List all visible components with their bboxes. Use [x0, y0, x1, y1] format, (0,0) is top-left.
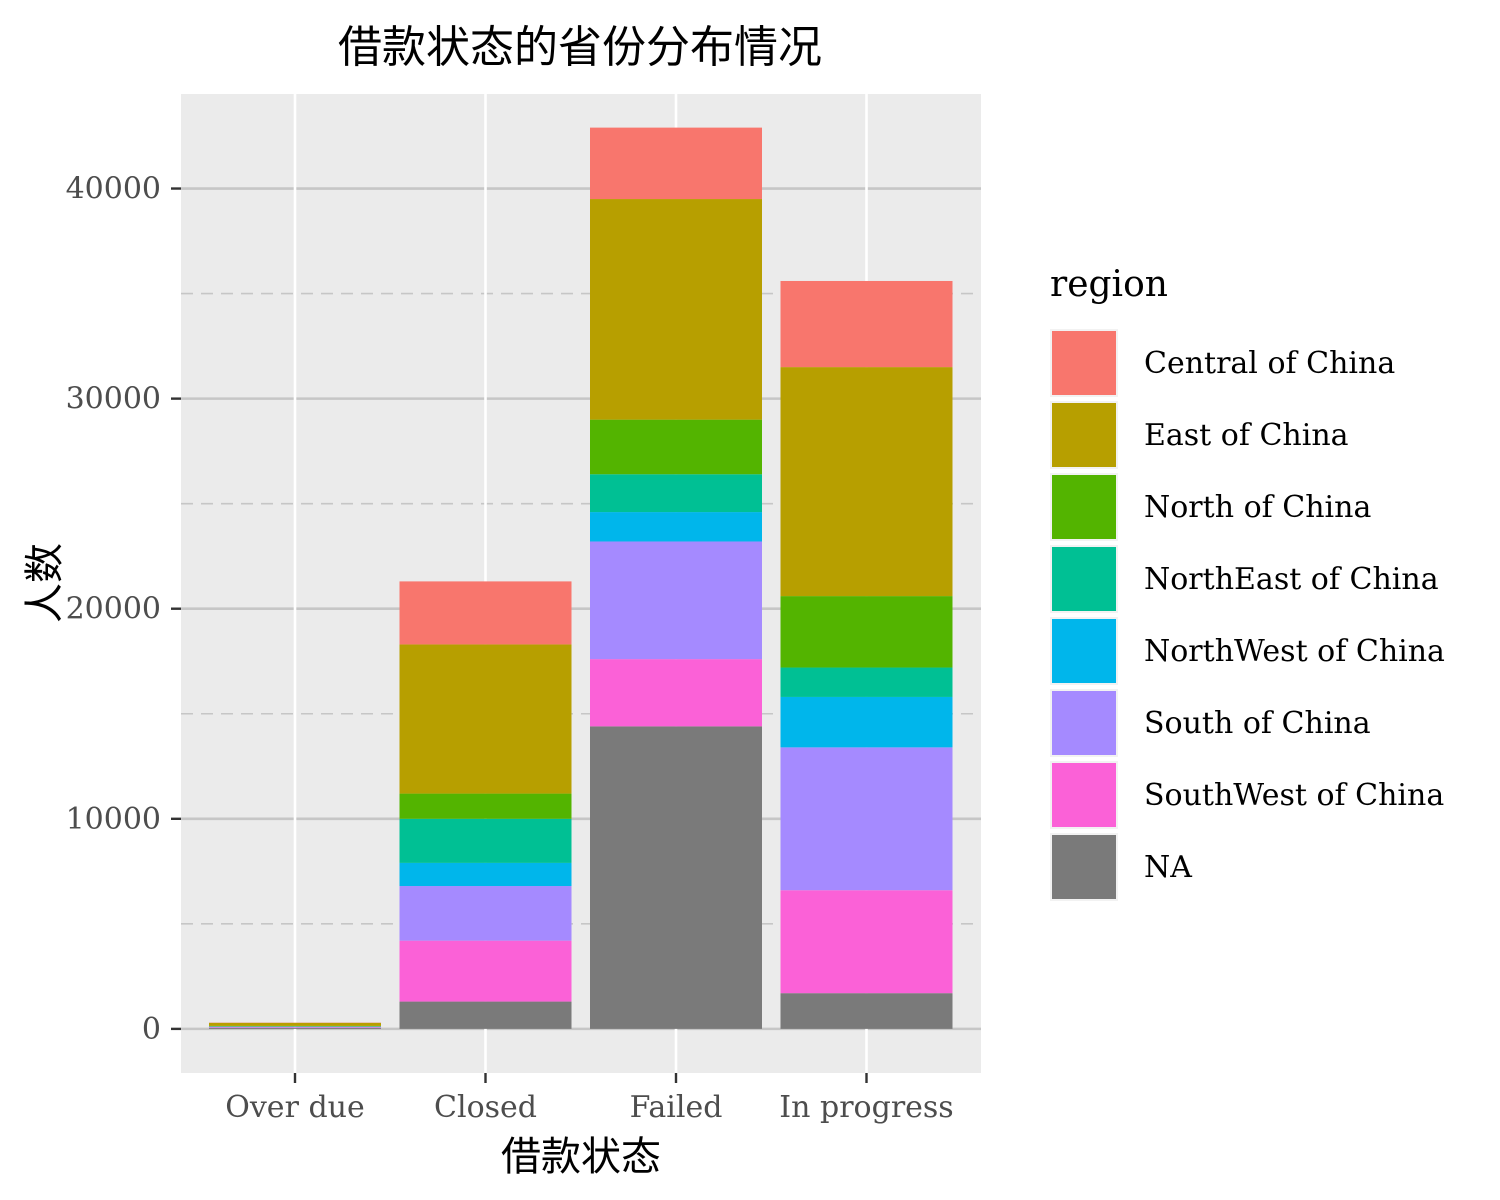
legend-label: NorthWest of China	[1144, 634, 1445, 669]
legend-label: NorthEast of China	[1144, 562, 1439, 597]
y-axis-title: 人数	[22, 543, 68, 623]
legend-items: Central of China East of China North of Ch…	[1050, 329, 1445, 901]
bar-segment	[399, 644, 572, 794]
bar-segment	[590, 199, 762, 420]
bar-segment	[399, 886, 572, 941]
y-tick-label: 10000	[66, 802, 161, 837]
x-axis: Over due Closed Failed In progress	[225, 1073, 954, 1125]
legend-title: region	[1050, 264, 1168, 305]
legend-label: North of China	[1144, 490, 1371, 525]
legend: region Central of China East of China Nort…	[1050, 264, 1445, 901]
legend-swatch	[1052, 547, 1116, 611]
y-tick-label: 30000	[66, 382, 161, 417]
x-tick-label: In progress	[779, 1090, 953, 1125]
chart-title: 借款状态的省份分布情况	[338, 22, 822, 73]
legend-label: South of China	[1144, 706, 1371, 741]
bar-segment	[780, 993, 953, 1029]
legend-label: SouthWest of China	[1144, 778, 1444, 813]
legend-label: NA	[1144, 850, 1192, 885]
y-axis: 0 10000 20000 30000 40000	[66, 172, 181, 1047]
bar-segment	[209, 1026, 381, 1028]
legend-swatch	[1052, 619, 1116, 683]
bar-segment	[780, 890, 953, 994]
bar-segment	[780, 696, 953, 748]
bar-segment	[780, 367, 953, 597]
bar-segment	[209, 1022, 381, 1026]
bar-segment	[590, 127, 762, 200]
bar-segment	[780, 280, 953, 368]
y-tick-label: 0	[142, 1012, 161, 1047]
x-tick-label: Over due	[225, 1090, 364, 1125]
legend-swatch	[1052, 835, 1116, 899]
bar-segment	[590, 419, 762, 475]
legend-swatch	[1052, 475, 1116, 539]
x-tick-label: Failed	[630, 1090, 723, 1125]
bars	[209, 127, 953, 1029]
x-tick-label: Closed	[434, 1090, 537, 1125]
bar-segment	[399, 818, 572, 863]
bar-segment	[590, 659, 762, 727]
bar-segment	[590, 512, 762, 542]
legend-swatch	[1052, 691, 1116, 755]
bar-segment	[590, 474, 762, 513]
legend-swatch	[1052, 403, 1116, 467]
legend-label: East of China	[1144, 418, 1349, 453]
x-axis-title: 借款状态	[501, 1134, 661, 1180]
bar-segment	[780, 596, 953, 668]
y-tick-label: 20000	[66, 592, 161, 627]
bar-segment	[399, 581, 572, 645]
bar-segment	[209, 1027, 381, 1029]
bar-segment	[399, 1001, 572, 1029]
bar-segment	[399, 793, 572, 819]
bar-segment	[399, 940, 572, 1002]
legend-swatch	[1052, 331, 1116, 395]
y-tick-label: 40000	[66, 172, 161, 207]
legend-swatch	[1052, 763, 1116, 827]
legend-label: Central of China	[1144, 346, 1395, 381]
bar-segment	[780, 747, 953, 891]
bar-segment	[590, 541, 762, 660]
bar-segment	[590, 726, 762, 1029]
bar-segment	[399, 862, 572, 887]
bar-segment	[780, 667, 953, 697]
